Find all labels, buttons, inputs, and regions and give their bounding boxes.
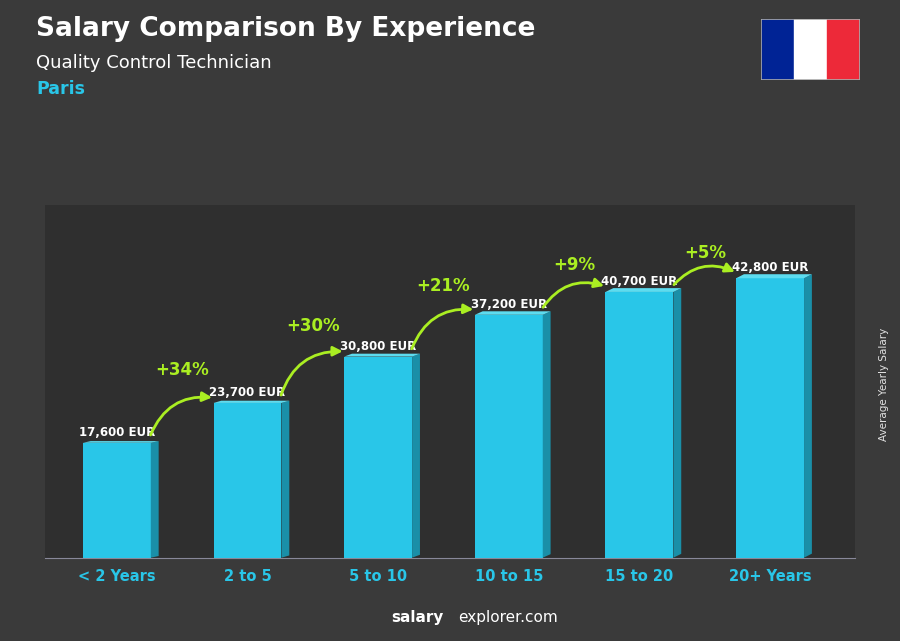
Text: 17,600 EUR: 17,600 EUR xyxy=(78,426,155,439)
Polygon shape xyxy=(804,274,812,558)
Polygon shape xyxy=(606,288,681,292)
Polygon shape xyxy=(151,441,158,558)
Text: 40,700 EUR: 40,700 EUR xyxy=(601,275,678,288)
Bar xyxy=(213,403,282,558)
Text: salary: salary xyxy=(392,610,444,625)
Text: Quality Control Technician: Quality Control Technician xyxy=(36,54,272,72)
Bar xyxy=(83,443,151,558)
Polygon shape xyxy=(736,274,812,278)
Text: +9%: +9% xyxy=(554,256,595,274)
Polygon shape xyxy=(282,401,289,558)
Text: 42,800 EUR: 42,800 EUR xyxy=(732,262,808,274)
Bar xyxy=(475,315,543,558)
Text: explorer.com: explorer.com xyxy=(458,610,558,625)
Polygon shape xyxy=(213,401,289,403)
Text: +34%: +34% xyxy=(156,362,209,379)
Bar xyxy=(606,292,673,558)
Text: Average Yearly Salary: Average Yearly Salary xyxy=(878,328,889,441)
Bar xyxy=(736,278,804,558)
Polygon shape xyxy=(673,288,681,558)
Polygon shape xyxy=(543,312,551,558)
Text: +5%: +5% xyxy=(684,244,725,262)
Text: 37,200 EUR: 37,200 EUR xyxy=(471,298,547,311)
Text: +30%: +30% xyxy=(286,317,339,335)
Bar xyxy=(344,356,412,558)
Text: 23,700 EUR: 23,700 EUR xyxy=(210,386,285,399)
Polygon shape xyxy=(475,312,551,315)
Text: Paris: Paris xyxy=(36,80,85,98)
Polygon shape xyxy=(83,441,158,443)
Bar xyxy=(794,19,826,80)
Bar xyxy=(826,19,860,80)
Text: 30,800 EUR: 30,800 EUR xyxy=(340,340,417,353)
Bar xyxy=(760,19,794,80)
Polygon shape xyxy=(412,354,420,558)
Text: +21%: +21% xyxy=(417,277,471,295)
Polygon shape xyxy=(344,354,420,356)
Text: Salary Comparison By Experience: Salary Comparison By Experience xyxy=(36,16,536,42)
